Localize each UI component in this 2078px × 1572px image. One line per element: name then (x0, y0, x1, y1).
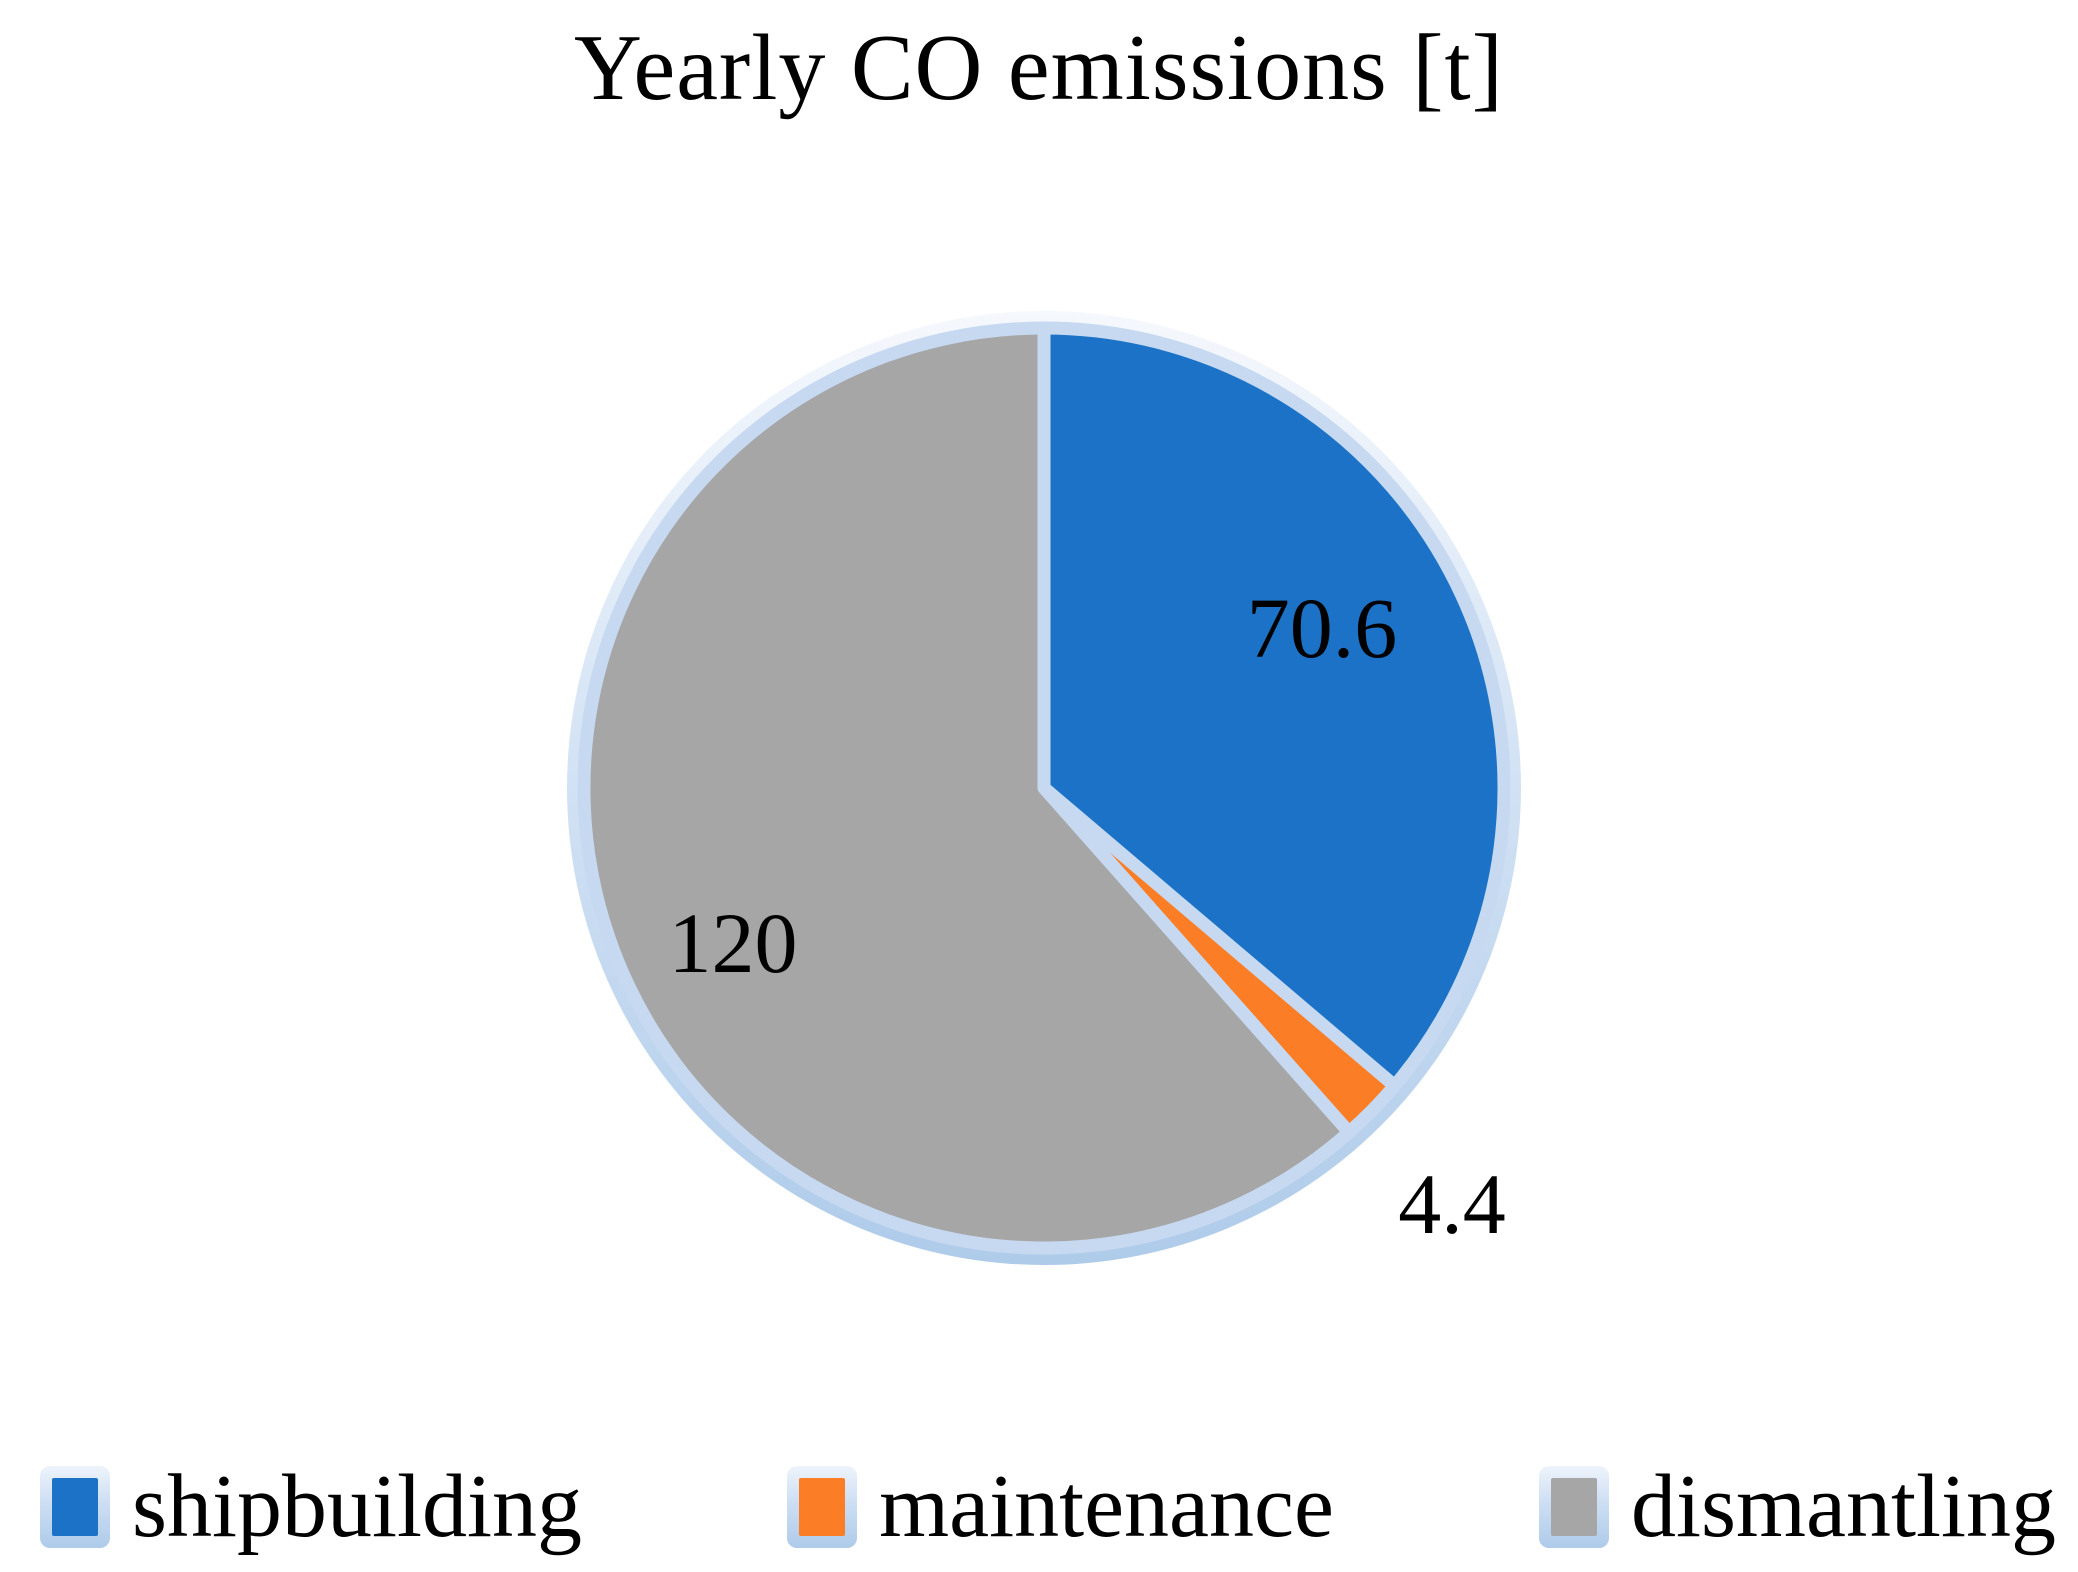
data-label-shipbuilding: 70.6 (1247, 580, 1398, 676)
legend-swatch-maintenance (799, 1477, 846, 1536)
legend-item-maintenance: maintenance (787, 1455, 1334, 1558)
legend-label-maintenance: maintenance (879, 1457, 1334, 1556)
legend: shipbuilding maintenance dismantling (40, 1455, 2056, 1558)
pie-slice-dismantling (577, 321, 1356, 1255)
legend-item-shipbuilding: shipbuilding (40, 1455, 582, 1558)
legend-swatch-glow (1538, 1465, 1609, 1548)
pie-plot-area: 70.6 4.4 120 (567, 311, 1521, 1265)
legend-item-dismantling: dismantling (1538, 1455, 2056, 1558)
legend-label-shipbuilding: shipbuilding (132, 1457, 583, 1556)
legend-swatch-dismantling (1550, 1477, 1597, 1536)
chart-title: Yearly CO emissions [t] (574, 16, 1504, 120)
legend-swatch-glow (40, 1465, 110, 1548)
legend-swatch-shipbuilding (52, 1477, 98, 1536)
data-label-maintenance: 4.4 (1398, 1156, 1506, 1252)
legend-label-dismantling: dismantling (1630, 1457, 2056, 1556)
pie-slice-shipbuilding (1037, 321, 1511, 1093)
data-label-dismantling: 120 (669, 895, 798, 991)
legend-swatch-glow (787, 1465, 858, 1548)
